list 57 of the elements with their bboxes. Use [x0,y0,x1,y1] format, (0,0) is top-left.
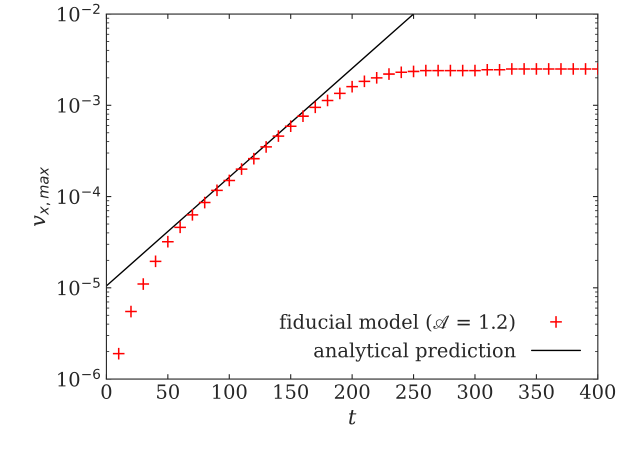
x-axis-title: t [349,410,356,424]
point [112,347,126,360]
point [222,174,236,188]
point [370,71,384,84]
point [186,208,199,222]
x-tick-label: 0 [102,384,112,399]
x-tick-label: 50 [157,384,179,399]
point [444,64,457,78]
x-tick-label: 150 [274,384,308,399]
point [578,62,592,76]
point [518,62,531,76]
y-tick-label: 10$^{−6}$ [58,368,100,387]
point [148,254,162,268]
point [542,62,556,76]
x-tick-label: 100 [213,384,247,399]
point [346,80,359,94]
point [394,66,408,79]
point [161,235,174,248]
point [492,63,506,76]
point [234,162,248,176]
point [198,196,212,210]
point [260,140,273,154]
point [136,277,150,291]
y-tick-label: 10$^{−3}$ [58,94,100,113]
point [382,67,396,81]
point [505,62,518,76]
point [419,64,432,78]
legend-label: analytical prediction [314,342,516,362]
x-tick-label: 300 [458,384,492,399]
x-tick-label: 400 [580,384,616,399]
point [284,120,298,133]
point [333,86,346,100]
point [296,110,310,123]
point [210,184,224,197]
x-tick-label: 350 [519,384,554,399]
point [468,64,482,78]
point [566,62,580,76]
point [554,62,568,76]
y-tick-label: 10$^{−2}$ [58,4,100,22]
x-tick-label: 200 [334,384,370,399]
point [308,100,322,114]
point [124,304,138,318]
y-tick-label: 10$^{−4}$ [58,186,100,204]
y-axis-title: v$_{x,max}$ [34,166,50,226]
point [530,62,543,76]
point [480,63,494,76]
point [406,64,420,78]
point [432,64,445,78]
y-tick-label: 10$^{−5}$ [58,278,100,296]
legend-label: fiducial model (𝒜 = 1.2) [280,314,514,332]
point [272,130,285,143]
point [358,74,371,88]
point [456,64,470,78]
point [247,152,260,166]
x-tick-label: 250 [396,384,431,399]
point [320,94,334,108]
point [174,220,187,234]
